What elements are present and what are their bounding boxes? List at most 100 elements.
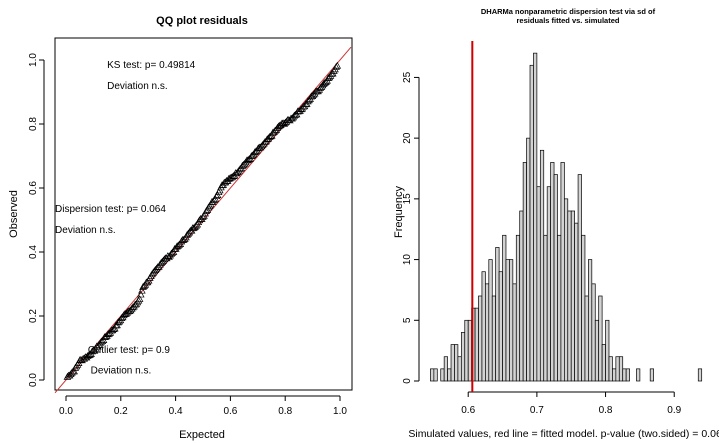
histogram-bar <box>567 210 572 382</box>
qq-point <box>304 97 312 105</box>
histogram-axes: 0.6 0.7 0.8 0.9 0 5 10 15 20 25 <box>402 71 682 416</box>
histogram-bar <box>598 295 603 382</box>
qq-point <box>70 367 78 375</box>
qq-point <box>85 351 93 359</box>
histogram-x-tick-label: 0.7 <box>530 405 544 416</box>
histogram-x-tick-label: 0.9 <box>667 405 681 416</box>
qq-point <box>244 156 252 164</box>
histogram-bar <box>697 368 703 382</box>
histogram-bar <box>539 149 545 382</box>
qq-point <box>324 74 333 81</box>
histogram-bar <box>625 368 630 382</box>
histogram-bar <box>502 234 507 382</box>
qq-point <box>179 235 188 243</box>
qq-point <box>210 196 218 203</box>
qq-annotation: Deviation n.s. <box>107 81 168 92</box>
qq-x-tick-label: 0.8 <box>278 406 292 417</box>
qq-y-tick-label: 0.0 <box>28 373 39 387</box>
qq-point <box>251 148 259 156</box>
histogram-y-tick-label: 10 <box>402 254 413 266</box>
histogram-x-tick-label: 0.8 <box>599 405 613 416</box>
histogram-bar <box>447 368 452 382</box>
histogram-bar <box>498 271 503 382</box>
histogram-title-line-1: DHARMa nonparametric dispersion test via… <box>481 7 656 16</box>
histogram-bar <box>608 356 613 382</box>
histogram-bar <box>594 319 600 382</box>
histogram-bar <box>570 210 576 382</box>
qq-point <box>125 307 134 315</box>
histogram-bar <box>622 368 627 382</box>
histogram-bar <box>636 368 641 382</box>
qq-point <box>265 132 274 140</box>
qq-point <box>247 152 256 160</box>
histogram-bars <box>430 52 703 382</box>
histogram-bar <box>560 162 565 382</box>
qq-point <box>280 119 288 127</box>
histogram-y-tick-label: 5 <box>402 317 413 323</box>
qq-point <box>228 173 237 181</box>
histogram-y-tick-label: 25 <box>402 71 413 83</box>
qq-point <box>68 368 76 376</box>
qq-point <box>86 350 94 358</box>
histogram-bar <box>546 186 551 382</box>
histogram-bar <box>533 52 538 382</box>
qq-point <box>175 240 183 248</box>
qq-point <box>164 252 172 259</box>
qq-plot-panel: QQ plot residuals 0.0 0.2 0.4 0.6 0.8 1.00.00… <box>8 15 353 441</box>
histogram-x-axis-label: Simulated values, red line = fitted mode… <box>408 428 719 440</box>
histogram-bar <box>550 162 555 382</box>
qq-x-tick-label: 0.0 <box>59 406 73 417</box>
histogram-bar <box>557 234 562 382</box>
histogram-bar <box>485 283 490 382</box>
qq-point <box>290 111 299 119</box>
qq-x-tick-label: 0.2 <box>114 406 128 417</box>
histogram-bar <box>495 247 500 382</box>
histogram-bar <box>601 344 606 382</box>
histogram-bar <box>460 332 466 382</box>
qq-point <box>199 213 207 220</box>
qq-point <box>190 224 198 232</box>
qq-y-tick-label: 0.6 <box>28 181 39 195</box>
qq-point <box>316 83 325 91</box>
qq-point <box>131 300 139 308</box>
qq-annotations: KS test: p= 0.49814 Deviation n.s. Dispers… <box>55 60 196 377</box>
qq-point <box>114 318 122 326</box>
histogram-bar <box>464 319 469 382</box>
histogram-bar <box>618 356 624 382</box>
qq-point <box>239 160 248 168</box>
qq-point <box>333 61 342 69</box>
qq-point <box>167 249 176 257</box>
histogram-y-axis-label: Frequency <box>393 186 405 238</box>
histogram-bar <box>512 283 517 382</box>
qq-annotation: KS test: p= 0.49814 <box>107 60 196 71</box>
qq-point <box>305 96 313 104</box>
qq-point <box>202 207 211 215</box>
qq-x-tick-label: 0.4 <box>169 406 183 417</box>
qq-point <box>104 330 112 338</box>
histogram-bar <box>450 344 455 382</box>
qq-point <box>254 144 263 152</box>
histogram-bar <box>430 368 435 382</box>
histogram-bar <box>522 162 527 382</box>
histogram-bar <box>488 259 493 382</box>
histogram-bar <box>581 234 586 382</box>
histogram-bar <box>574 222 579 382</box>
histogram-bar <box>519 210 524 382</box>
qq-point <box>238 161 247 169</box>
qq-point <box>138 286 146 294</box>
histogram-panel: DHARMa nonparametric dispersion test via… <box>393 7 719 440</box>
histogram-x-tick-label: 0.6 <box>461 405 475 416</box>
qq-annotation: Deviation n.s. <box>55 225 116 236</box>
qq-annotation: Dispersion test: p= 0.064 <box>55 204 166 215</box>
histogram-bar <box>440 368 445 382</box>
qq-point <box>256 143 265 151</box>
qq-point <box>135 295 144 302</box>
qq-point <box>173 242 181 250</box>
qq-point <box>108 326 117 334</box>
qq-point <box>83 352 92 359</box>
histogram-bar <box>509 259 514 382</box>
qq-point <box>168 248 177 256</box>
qq-point <box>212 192 221 200</box>
qq-plot-title: QQ plot residuals <box>156 15 248 27</box>
